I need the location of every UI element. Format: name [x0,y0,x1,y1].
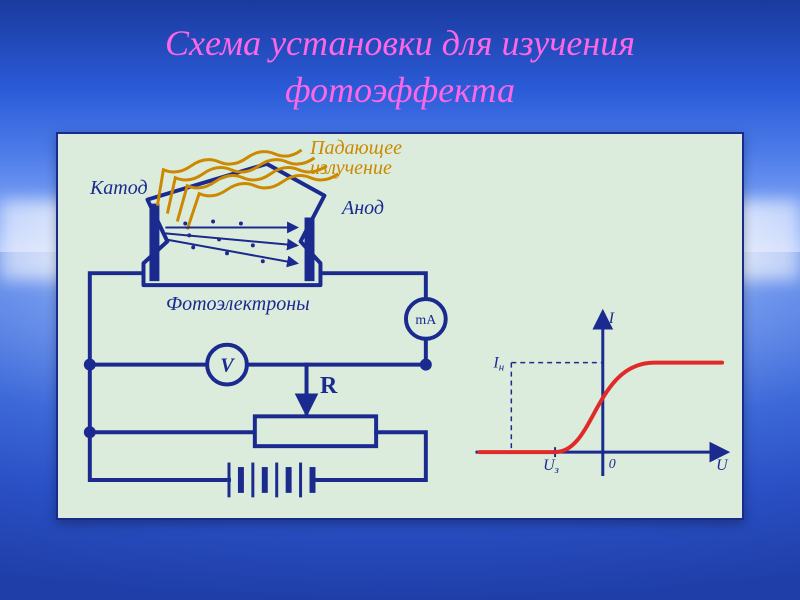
page-title: Схема установки для изучения фотоэффекта [0,20,800,114]
iv-chart: I U 0 Iн Uз [476,310,730,476]
svg-text:Iн: Iн [492,355,504,374]
milliammeter-label: mA [415,313,436,328]
svg-text:I: I [608,310,615,327]
svg-text:0: 0 [609,457,616,472]
voltmeter-label: V [220,355,235,377]
phototube [143,164,324,285]
diagram-panel: Падающее излучение Катод Анод Фотоэлектр… [56,132,744,520]
title-line1: Схема установки для изучения [0,20,800,67]
diagram-svg: V mA I U 0 Iн Uз [58,134,742,520]
svg-text:Uз: Uз [543,457,559,476]
battery-icon [223,464,318,496]
electron-arrows [165,227,296,263]
title-line2: фотоэффекта [0,67,800,114]
circuit-wires [86,273,446,496]
svg-text:U: U [716,457,729,474]
